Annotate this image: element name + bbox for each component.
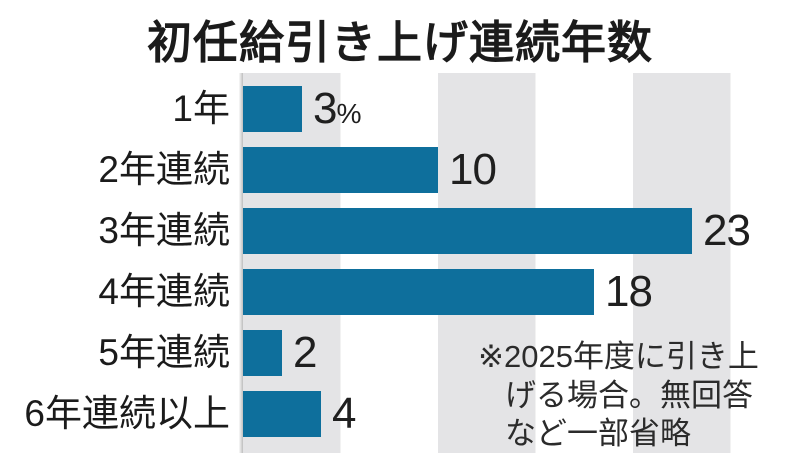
value-label: 2 — [293, 328, 318, 377]
bar-4年連続 — [243, 269, 594, 315]
category-label: 4年連続 — [98, 271, 230, 312]
category-axis: 1年 2年連続 3年連続 4年連続 5年連続 6年連続以上 — [0, 73, 233, 453]
category-label: 6年連続以上 — [24, 393, 230, 434]
footnote-line: げる場合。無回答 — [505, 377, 753, 413]
footnote: ※2025年度に引き上 げる場合。無回答 など一部省略 — [478, 338, 759, 454]
value-label: 18 — [605, 267, 653, 316]
category-label: 2年連続 — [98, 149, 230, 190]
plot-area: 3% 10 23 18 2 4 — [239, 73, 800, 453]
category-label: 3年連続 — [98, 210, 230, 251]
axis-line — [239, 73, 243, 453]
footnote-line: など一部省略 — [505, 416, 691, 451]
category-label: 1年 — [172, 88, 230, 129]
category-label: 5年連続 — [98, 332, 230, 373]
bar-5年連続 — [243, 330, 282, 376]
value-label: 4 — [332, 389, 357, 438]
bar-2年連続 — [243, 147, 438, 193]
percent-sign: % — [336, 98, 361, 129]
value-label: 3% — [313, 84, 362, 133]
bar-3年連続 — [243, 208, 692, 254]
bar-1年 — [243, 86, 302, 132]
bar-6年連続以上 — [243, 391, 321, 437]
value-label: 23 — [703, 206, 751, 255]
value-label: 10 — [449, 145, 497, 194]
footnote-line: ※2025年度に引き上 — [478, 339, 759, 374]
chart-title: 初任給引き上げ連続年数 — [146, 17, 653, 68]
value-number: 3 — [313, 84, 338, 133]
